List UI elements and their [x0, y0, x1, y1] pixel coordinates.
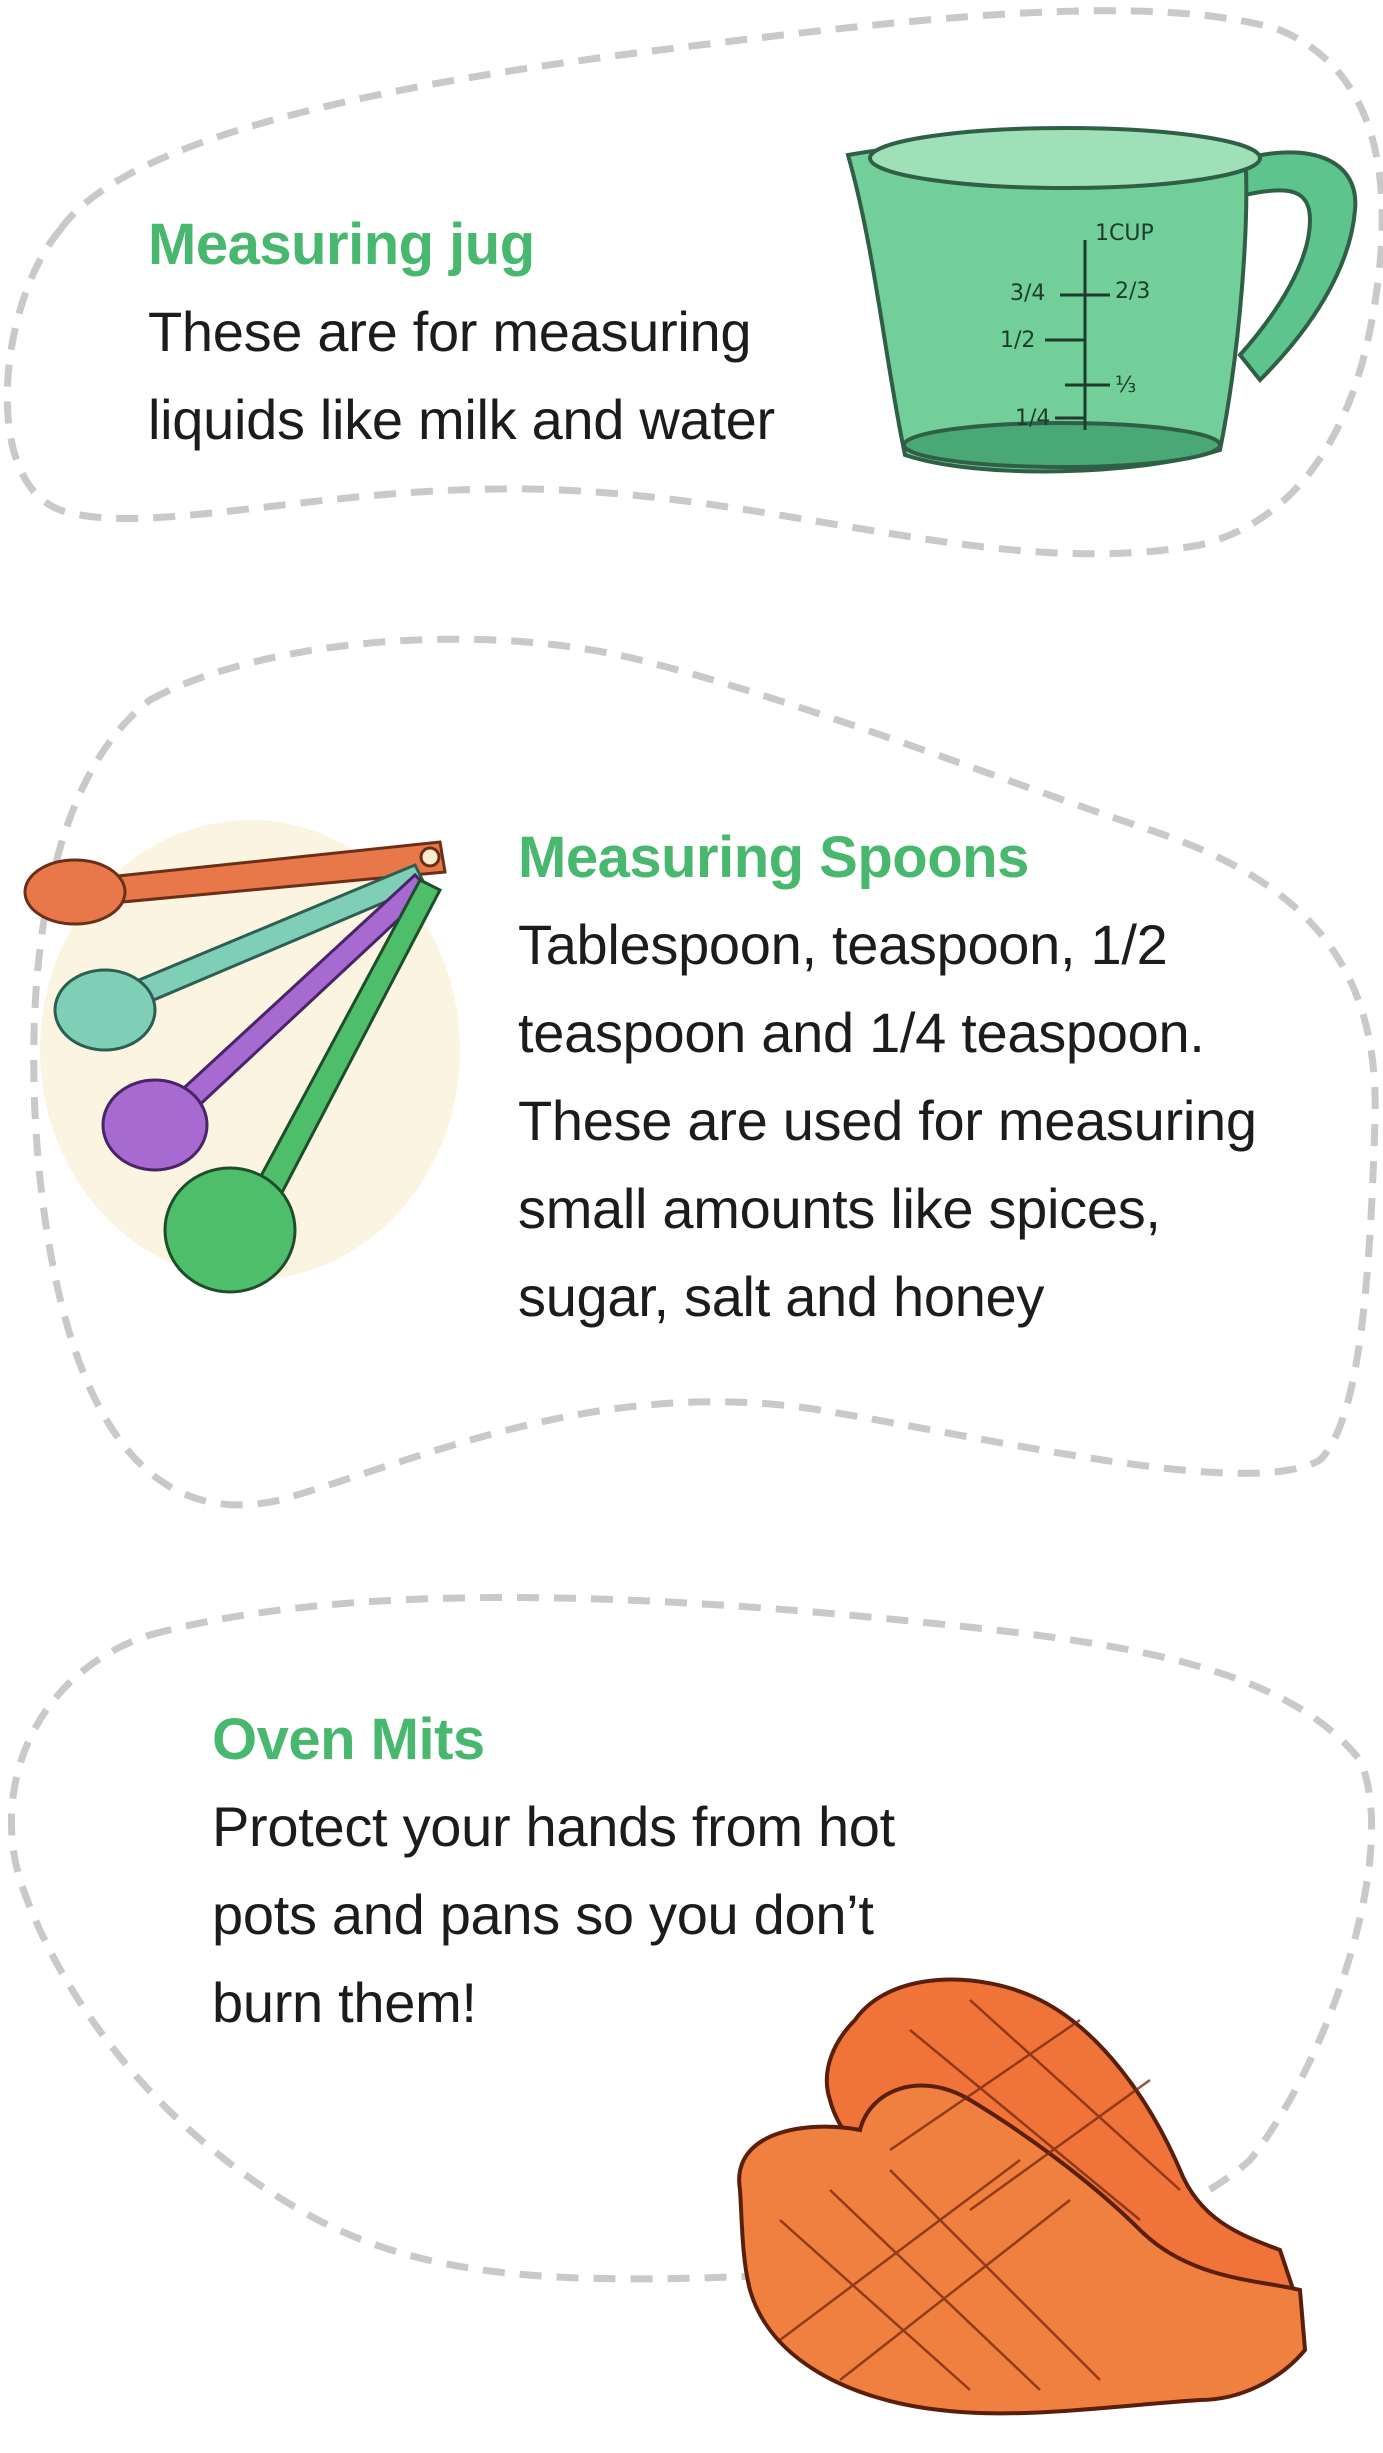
jug-title: Measuring jug — [148, 212, 535, 277]
jug-card: Measuring jug These are for measuring li… — [148, 210, 775, 464]
mitts-desc-line-3: burn them! — [212, 1971, 477, 2034]
spoons-desc-line-1: Tablespoon, teaspoon, 1/2 — [518, 913, 1168, 976]
jug-desc-line-2: liquids like milk and water — [148, 388, 775, 451]
mitts-title: Oven Mits — [212, 1707, 485, 1772]
jug-mark-three-quarters: 3/4 — [1010, 281, 1045, 306]
mitts-card: Oven Mits Protect your hands from hot po… — [212, 1705, 895, 2047]
jug-mark-third: ⅓ — [1115, 373, 1136, 398]
spoons-desc-line-5: sugar, salt and honey — [518, 1265, 1045, 1328]
spoons-desc-line-3: These are used for measuring — [518, 1089, 1257, 1152]
spoons-title: Measuring Spoons — [518, 825, 1029, 890]
measuring-jug-icon: 1CUP 2/3 3/4 1/2 ⅓ 1/4 — [845, 126, 1358, 474]
jug-mark-two-thirds: 2/3 — [1115, 279, 1150, 304]
oven-mitts-icon — [737, 1977, 1308, 2416]
spoons-desc-line-4: small amounts like spices, — [518, 1177, 1161, 1240]
jug-desc-line-1: These are for measuring — [148, 300, 752, 363]
mitts-desc-line-2: pots and pans so you don’t — [212, 1883, 874, 1946]
spoons-card-outline — [30, 635, 1379, 1509]
jug-mark-cup: 1CUP — [1095, 221, 1154, 246]
spoons-card: Measuring Spoons Tablespoon, teaspoon, 1… — [518, 823, 1257, 1341]
measuring-spoons-icon — [23, 820, 460, 1294]
jug-mark-half: 1/2 — [1000, 328, 1035, 353]
spoons-desc-line-2: teaspoon and 1/4 teaspoon. — [518, 1001, 1205, 1064]
jug-card-outline — [3, 7, 1383, 558]
mitts-desc-line-1: Protect your hands from hot — [212, 1795, 895, 1858]
jug-mark-quarter: 1/4 — [1015, 406, 1050, 431]
mitts-card-outline — [8, 1594, 1376, 2283]
